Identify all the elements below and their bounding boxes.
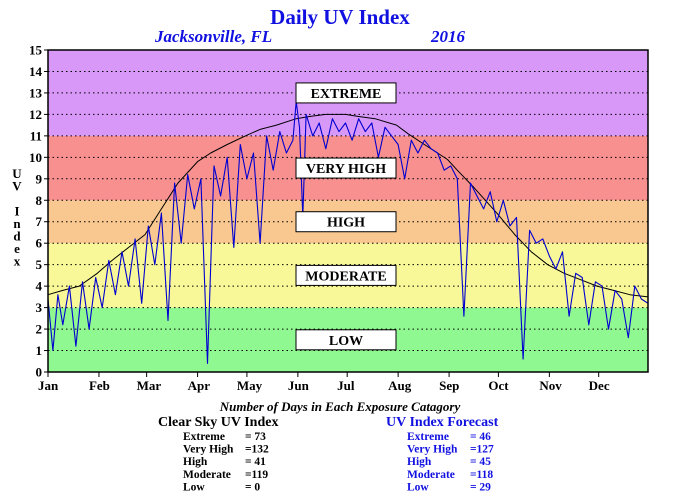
forecast-value-very-high: =127	[470, 444, 494, 456]
band-label-high: HIGH	[327, 216, 365, 231]
y-label-char: I	[14, 204, 19, 219]
y-label-char: n	[13, 216, 21, 231]
band-label-extreme: EXTREME	[311, 87, 382, 102]
clear-sky-value-moderate: =119	[245, 469, 268, 481]
clear-sky-label-high: High	[183, 456, 208, 468]
y-tick-label-0: 0	[36, 365, 43, 380]
y-tick-label-12: 12	[29, 107, 42, 122]
band-label-box-moderate	[295, 264, 397, 286]
y-tick-label-1: 1	[36, 343, 43, 358]
forecast-title: UV Index Forecast	[386, 415, 499, 430]
clear-sky-label-very-high: Very High	[183, 444, 234, 456]
y-tick-label-14: 14	[29, 64, 43, 79]
band-label-box-low	[295, 329, 397, 351]
x-tick-label-sep: Sep	[439, 378, 459, 393]
clear-sky-label-extreme: Extreme	[183, 431, 225, 443]
forecast-value-moderate: =118	[470, 469, 493, 481]
y-tick-label-11: 11	[30, 128, 42, 143]
y-label-char: V	[12, 179, 22, 194]
x-tick-label-dec: Dec	[589, 378, 610, 393]
band-label-box-extreme	[295, 82, 397, 104]
y-tick-label-10: 10	[29, 150, 42, 165]
clear-sky-value-high: = 41	[245, 456, 266, 468]
forecast-label-moderate: Moderate	[407, 469, 455, 481]
band-label-box-very-high	[295, 157, 397, 179]
x-tick-label-aug: Aug	[388, 378, 412, 393]
x-tick-label-jan: Jan	[38, 378, 59, 393]
y-tick-label-15: 15	[29, 43, 43, 58]
chart-subtitle-location: Jacksonville, FL	[154, 27, 272, 46]
y-tick-label-8: 8	[36, 193, 43, 208]
clear-sky-label-moderate: Moderate	[183, 469, 231, 481]
x-tick-label-oct: Oct	[488, 378, 509, 393]
forecast-value-high: = 45	[470, 456, 491, 468]
y-tick-label-7: 7	[36, 214, 43, 229]
forecast-label-high: High	[407, 456, 432, 468]
y-tick-label-3: 3	[36, 300, 43, 315]
band-label-low: LOW	[329, 334, 363, 349]
forecast-value-extreme: = 46	[470, 431, 491, 443]
clear-sky-label-low: Low	[183, 481, 205, 493]
clear-sky-value-extreme: = 73	[245, 431, 266, 443]
chart-subtitle-year: 2016	[430, 27, 466, 46]
y-label-char: x	[14, 254, 21, 269]
y-label-char: d	[13, 229, 21, 244]
forecast-label-very-high: Very High	[407, 444, 458, 456]
y-tick-label-4: 4	[36, 279, 43, 294]
x-tick-label-jul: Jul	[337, 378, 355, 393]
band-label-moderate: MODERATE	[305, 269, 386, 284]
y-tick-label-13: 13	[29, 85, 43, 100]
clear-sky-series-line	[47, 113, 649, 298]
x-tick-label-jun: Jun	[288, 378, 310, 393]
clear-sky-title: Clear Sky UV Index	[158, 415, 278, 430]
x-tick-label-may: May	[237, 378, 263, 393]
x-tick-label-apr: Apr	[188, 378, 211, 393]
y-tick-label-2: 2	[36, 322, 43, 337]
plot-frame	[47, 49, 649, 373]
forecast-label-low: Low	[407, 481, 429, 493]
forecast-value-low: = 29	[470, 481, 491, 493]
y-label-char: U	[12, 166, 22, 181]
x-tick-label-mar: Mar	[137, 378, 162, 393]
clear-sky-value-low: = 0	[245, 481, 260, 493]
chart-title: Daily UV Index	[270, 5, 410, 29]
band-label-box-high	[295, 211, 397, 233]
summary-caption: Number of Days in Each Exposure Catagory	[219, 399, 461, 414]
y-label-char: e	[14, 241, 20, 256]
x-tick-label-nov: Nov	[539, 378, 562, 393]
x-tick-label-feb: Feb	[89, 378, 110, 393]
y-tick-label-9: 9	[36, 171, 43, 186]
band-label-very-high: VERY HIGH	[306, 162, 386, 177]
y-tick-label-6: 6	[36, 236, 43, 251]
clear-sky-value-very-high: =132	[245, 444, 269, 456]
forecast-series-line	[47, 100, 649, 364]
y-tick-label-5: 5	[36, 257, 43, 272]
forecast-label-extreme: Extreme	[407, 431, 449, 443]
